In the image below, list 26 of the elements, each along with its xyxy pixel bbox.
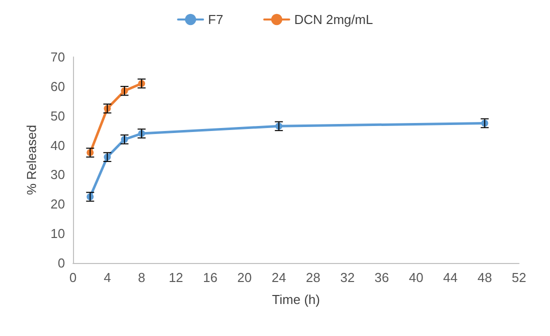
x-tick-label: 44	[443, 270, 458, 285]
y-tick-label: 40	[50, 138, 65, 153]
y-tick-label: 10	[50, 226, 65, 242]
x-tick-label: 48	[477, 270, 492, 285]
y-tick-label: 50	[50, 108, 65, 124]
x-tick-label: 20	[237, 270, 252, 285]
x-axis-title: Time (h)	[272, 292, 320, 307]
x-tick-label: 40	[408, 270, 424, 285]
x-tick-label: 52	[512, 270, 526, 285]
x-tick-label: 24	[272, 270, 286, 285]
x-tick-label: 12	[168, 270, 184, 285]
x-tick-label: 0	[69, 270, 77, 285]
x-tick-label: 32	[340, 270, 355, 285]
x-tick-label: 28	[306, 270, 320, 285]
y-tick-label: 0	[58, 256, 65, 270]
legend-label: DCN 2mg/mL	[294, 12, 373, 27]
x-tick-label: 4	[104, 270, 111, 285]
x-tick-label: 36	[374, 270, 390, 285]
x-tick-label: 16	[202, 270, 218, 285]
legend-label: F7	[208, 12, 224, 27]
y-axis-title: % Released	[24, 124, 39, 196]
x-tick-label: 8	[138, 270, 146, 285]
y-tick-label: 70	[50, 50, 65, 64]
y-tick-label: 20	[50, 196, 65, 212]
y-tick-label: 30	[50, 167, 65, 182]
y-tick-label: 60	[50, 78, 65, 94]
